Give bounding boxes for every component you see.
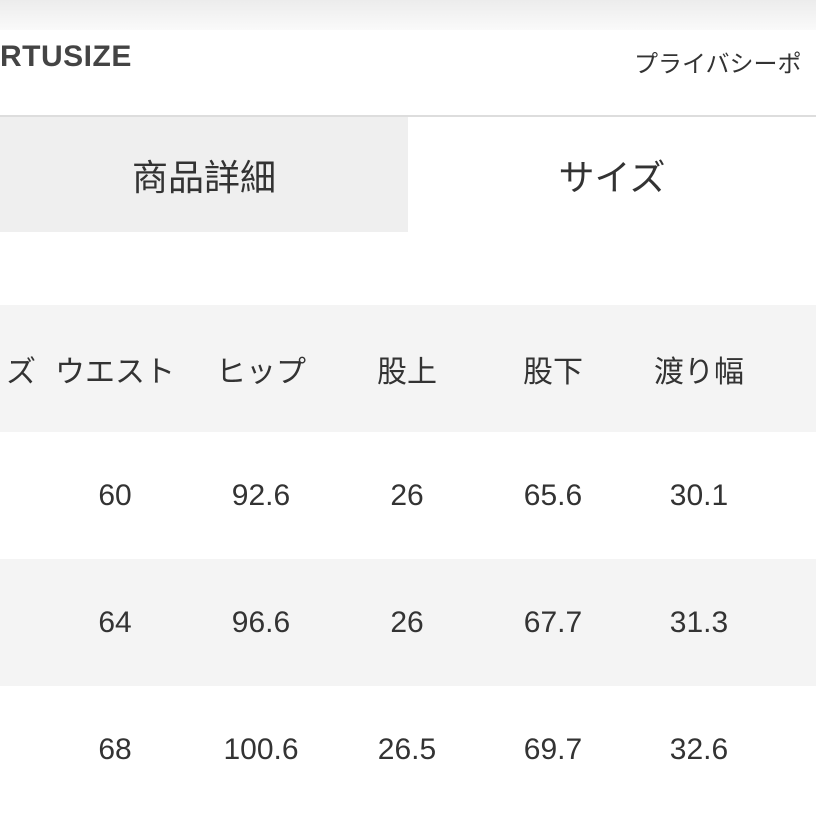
privacy-policy-link[interactable]: プライバシーポ [634,50,802,78]
tab-product-details[interactable]: 商品詳細 [0,117,408,232]
column-header-thigh-width: 渡り幅 [654,354,744,390]
cell: 67.7 [523,605,583,639]
cell: 92.6 [231,478,291,512]
cell: 60 [98,478,132,512]
table-row: 68 100.6 26.5 69.7 32.6 [0,686,816,813]
table-header-row: ズ ウエスト ヒップ 股上 股下 渡り幅 [0,305,816,432]
cell: 68 [98,732,132,766]
column-header-rise: 股上 [377,354,437,390]
cell: 96.6 [231,605,291,639]
cell: 26 [390,605,424,639]
cell: 30.1 [669,478,729,512]
cell: 69.7 [523,732,583,766]
cell: 32.6 [669,732,729,766]
cell: 31.3 [669,605,729,639]
column-header-waist: ウエスト [55,354,175,390]
tab-size[interactable]: サイズ [408,117,816,232]
size-table: ズ ウエスト ヒップ 股上 股下 渡り幅 60 92.6 26 65.6 30.… [0,305,816,813]
site-header: RTUSIZE プライバシーポ [0,30,816,117]
table-row: 60 92.6 26 65.6 30.1 [0,432,816,559]
cell: 100.6 [223,732,299,766]
cell: 64 [98,605,132,639]
table-row: 64 96.6 26 67.7 31.3 [0,559,816,686]
top-strip [0,0,816,30]
cell: 26.5 [377,732,437,766]
brand-logo[interactable]: RTUSIZE [0,40,132,73]
column-header-inseam: 股下 [523,354,583,390]
cell: 26 [390,478,424,512]
column-header-size: ズ [6,354,36,390]
cell: 65.6 [523,478,583,512]
column-header-hip: ヒップ [216,354,306,390]
tab-bar: 商品詳細 サイズ [0,117,816,232]
